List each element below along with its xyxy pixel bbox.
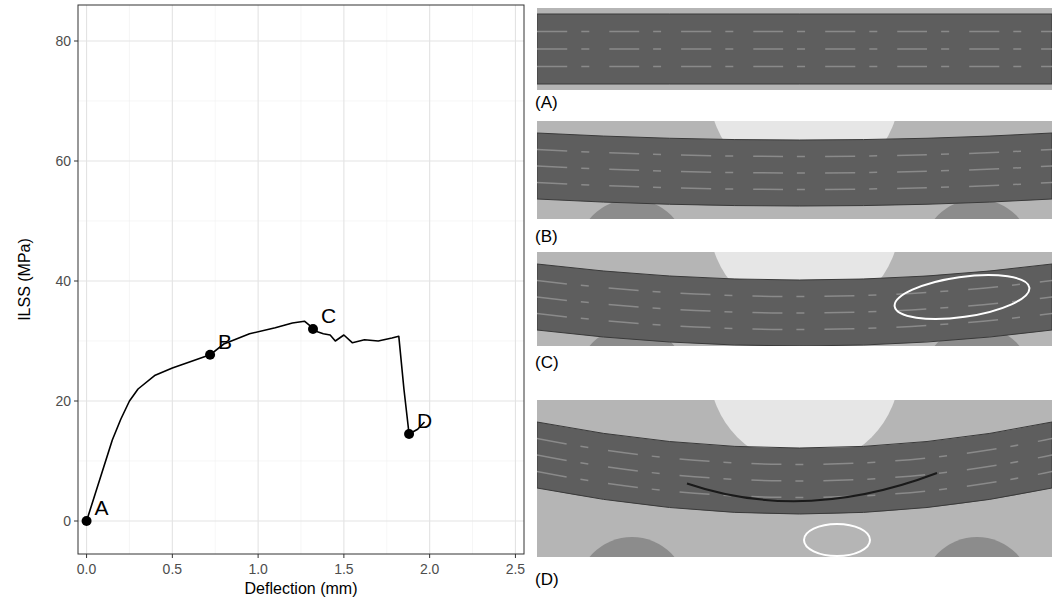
photo-label: (A) (535, 93, 558, 112)
ply-line (537, 166, 1052, 173)
support-roller (922, 537, 1032, 557)
ply-line (537, 281, 1052, 297)
tick-label-x: 1.0 (248, 561, 268, 577)
tick-label-y: 60 (55, 153, 71, 169)
tick-y (74, 161, 78, 162)
minor-grid-x (386, 5, 387, 554)
grid-x (86, 5, 87, 554)
tick-x (515, 554, 516, 558)
crack (687, 473, 937, 501)
grid-y (78, 520, 524, 521)
minor-grid-x (301, 5, 302, 554)
photo-label: (C) (535, 353, 559, 372)
grid-x (515, 5, 516, 554)
photo-content (537, 8, 1052, 90)
figure: 0.0 0.5 1.0 1.5 2.0 2.5 0 20 40 60 80 Deflection (m… (0, 0, 1056, 602)
photo-content (537, 252, 1052, 346)
grid-y (78, 160, 524, 161)
grid-x (172, 5, 173, 554)
tick-label-x: 2.5 (506, 561, 526, 577)
curve (87, 321, 425, 521)
x-axis-title: Deflection (mm) (245, 580, 358, 597)
ply-line (537, 31, 1052, 33)
annotation-label: B (218, 330, 232, 353)
annotation-point (404, 429, 414, 439)
tick-label-y: 20 (55, 393, 71, 409)
specimen (537, 14, 1052, 84)
y-axis-title: ILSS (MPa) (16, 238, 33, 321)
tick-label-x: 0.0 (77, 561, 97, 577)
grid-x (258, 5, 259, 554)
minor-grid-x (129, 5, 130, 554)
highlight (804, 524, 870, 556)
tick-x (86, 554, 87, 558)
tick-x (258, 554, 259, 558)
grid-x (429, 5, 430, 554)
photo-content (537, 400, 1052, 557)
tick-label-x: 2.0 (420, 561, 440, 577)
tick-y (74, 41, 78, 42)
tick-label-x: 1.5 (334, 561, 354, 577)
tick-x (429, 554, 430, 558)
tick-label-y: 80 (55, 33, 71, 49)
tick-label-y: 0 (63, 513, 71, 529)
specimen (537, 264, 1052, 346)
grid-y (78, 40, 524, 41)
specimen (537, 133, 1052, 206)
minor-grid-y (78, 221, 524, 222)
ply-line (537, 183, 1052, 190)
ply-line (537, 48, 1052, 50)
ply-line (537, 297, 1052, 313)
annotation-point (82, 516, 92, 526)
ply-line (537, 439, 1052, 465)
minor-grid-y (78, 341, 524, 342)
tick-label-y: 40 (55, 273, 71, 289)
minor-grid-x (215, 5, 216, 554)
minor-grid-y (78, 101, 524, 102)
ply-line (537, 472, 1052, 498)
photo-label: (B) (535, 227, 558, 246)
tick-y (74, 281, 78, 282)
plot-background (78, 5, 524, 554)
tick-x (172, 554, 173, 558)
tick-x (343, 554, 344, 558)
ply-line (537, 150, 1052, 157)
tick-y (74, 521, 78, 522)
annotation-label: D (417, 409, 432, 432)
support-roller (577, 537, 687, 557)
grid-x (343, 5, 344, 554)
annotation-label: A (95, 496, 109, 519)
plot-frame (78, 5, 524, 554)
highlight (892, 268, 1032, 327)
tick-label-x: 0.5 (163, 561, 183, 577)
annotation-label: C (321, 304, 336, 327)
photo-panel: (C) (535, 127, 1052, 436)
grid-y (78, 400, 524, 401)
grid-y (78, 280, 524, 281)
photo-background (537, 8, 1052, 90)
tick-y (74, 401, 78, 402)
photo-label: (D) (535, 570, 559, 589)
minor-grid-y (78, 461, 524, 462)
photo-panel: (A) (535, 8, 1052, 112)
data-group (82, 321, 425, 526)
specimen (537, 422, 1052, 514)
ply-line (537, 66, 1052, 68)
photo-panel: (D) (535, 275, 1052, 602)
minor-grid-x (472, 5, 473, 554)
photo-content (537, 121, 1052, 219)
annotation-point (308, 324, 318, 334)
ply-line (537, 455, 1052, 481)
annotation-point (205, 350, 215, 360)
